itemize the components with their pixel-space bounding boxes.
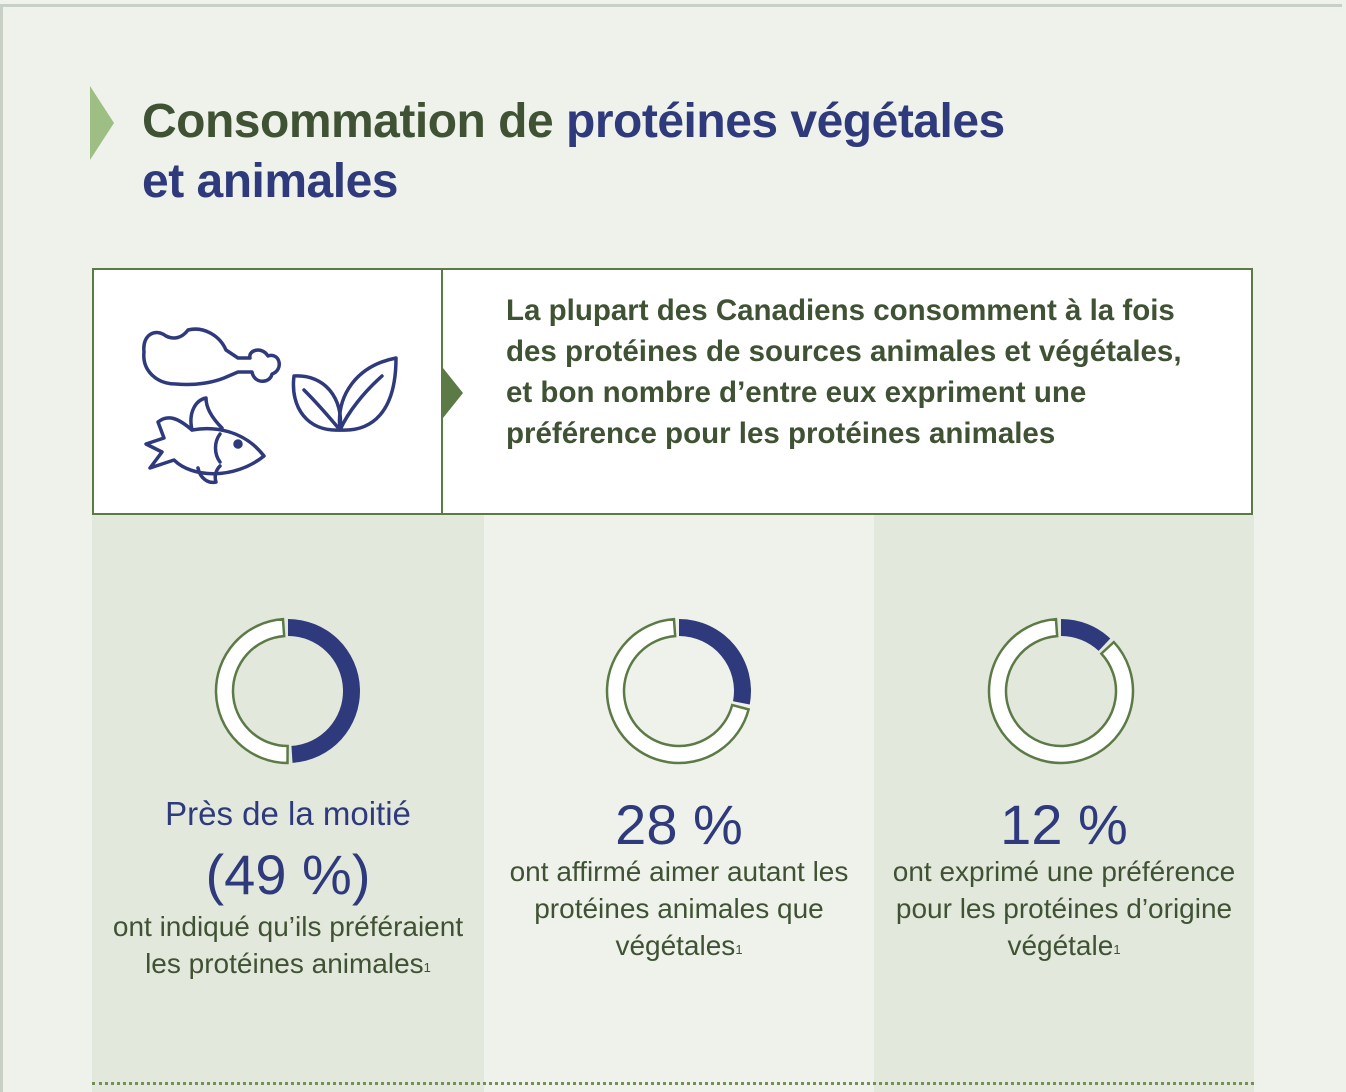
title-part-2: protéines végétales bbox=[566, 95, 1005, 148]
donut-slice-highlight bbox=[679, 619, 751, 705]
footnote-ref-1: 1 bbox=[423, 960, 431, 975]
title-part-3: et animales bbox=[142, 155, 398, 208]
intro-text: La plupart des Canadiens consomment à la… bbox=[506, 294, 1182, 450]
chicken-leg-icon bbox=[142, 327, 281, 387]
footnote-ref-3: 1 bbox=[1113, 942, 1121, 957]
stat-desc-text-3: ont exprimé une préférence pour les prot… bbox=[892, 856, 1236, 961]
donut-slice-remainder bbox=[987, 617, 1135, 765]
stat-column-1: Près de la moitié (49 %) ont indiqué qu’… bbox=[92, 515, 484, 1092]
food-icons bbox=[142, 327, 398, 485]
stat-desc-1: ont indiqué qu’ils préféraient les proté… bbox=[92, 908, 484, 982]
page-title: Consommation de protéines végétales et an… bbox=[142, 92, 1005, 212]
stat-desc-3: ont exprimé une préférence pour les prot… bbox=[874, 853, 1254, 964]
donut-chart-3 bbox=[987, 617, 1135, 765]
intro-divider bbox=[441, 270, 443, 513]
title-chevron-icon bbox=[90, 86, 114, 160]
stat-desc-text-2: ont affirmé aimer autant les protéines a… bbox=[509, 856, 849, 961]
stat-column-3: 12 % ont exprimé une préférence pour les… bbox=[874, 515, 1254, 1092]
stat-lead-1: Près de la moitié bbox=[165, 795, 411, 832]
stat-column-2: 28 % ont affirmé aimer autant les protéi… bbox=[484, 515, 874, 1092]
donut-slice-remainder bbox=[605, 617, 751, 765]
stat-value-3: 12 % bbox=[1000, 793, 1128, 856]
leaf-icon bbox=[291, 356, 398, 432]
footnote-ref-2: 1 bbox=[735, 942, 743, 957]
stat-desc-2: ont affirmé aimer autant les protéines a… bbox=[484, 853, 874, 964]
fish-icon bbox=[144, 396, 266, 485]
intro-box: La plupart des Canadiens consomment à la… bbox=[92, 268, 1253, 515]
stat-value-1: (49 %) bbox=[205, 843, 371, 906]
title-part-1: Consommation de bbox=[142, 95, 567, 148]
donut-slice-highlight bbox=[288, 619, 360, 763]
donut-chart-2 bbox=[605, 617, 751, 765]
donut-chart-1 bbox=[214, 617, 360, 765]
stat-value-2: 28 % bbox=[615, 793, 743, 856]
donut-slice-highlight bbox=[1061, 619, 1111, 651]
intro-chevron-icon bbox=[443, 368, 463, 418]
dotted-rule bbox=[92, 1082, 1254, 1085]
donut-slice-remainder bbox=[214, 617, 289, 765]
stat-desc-text-1: ont indiqué qu’ils préféraient les proté… bbox=[112, 911, 464, 979]
page-frame bbox=[0, 4, 1342, 1092]
